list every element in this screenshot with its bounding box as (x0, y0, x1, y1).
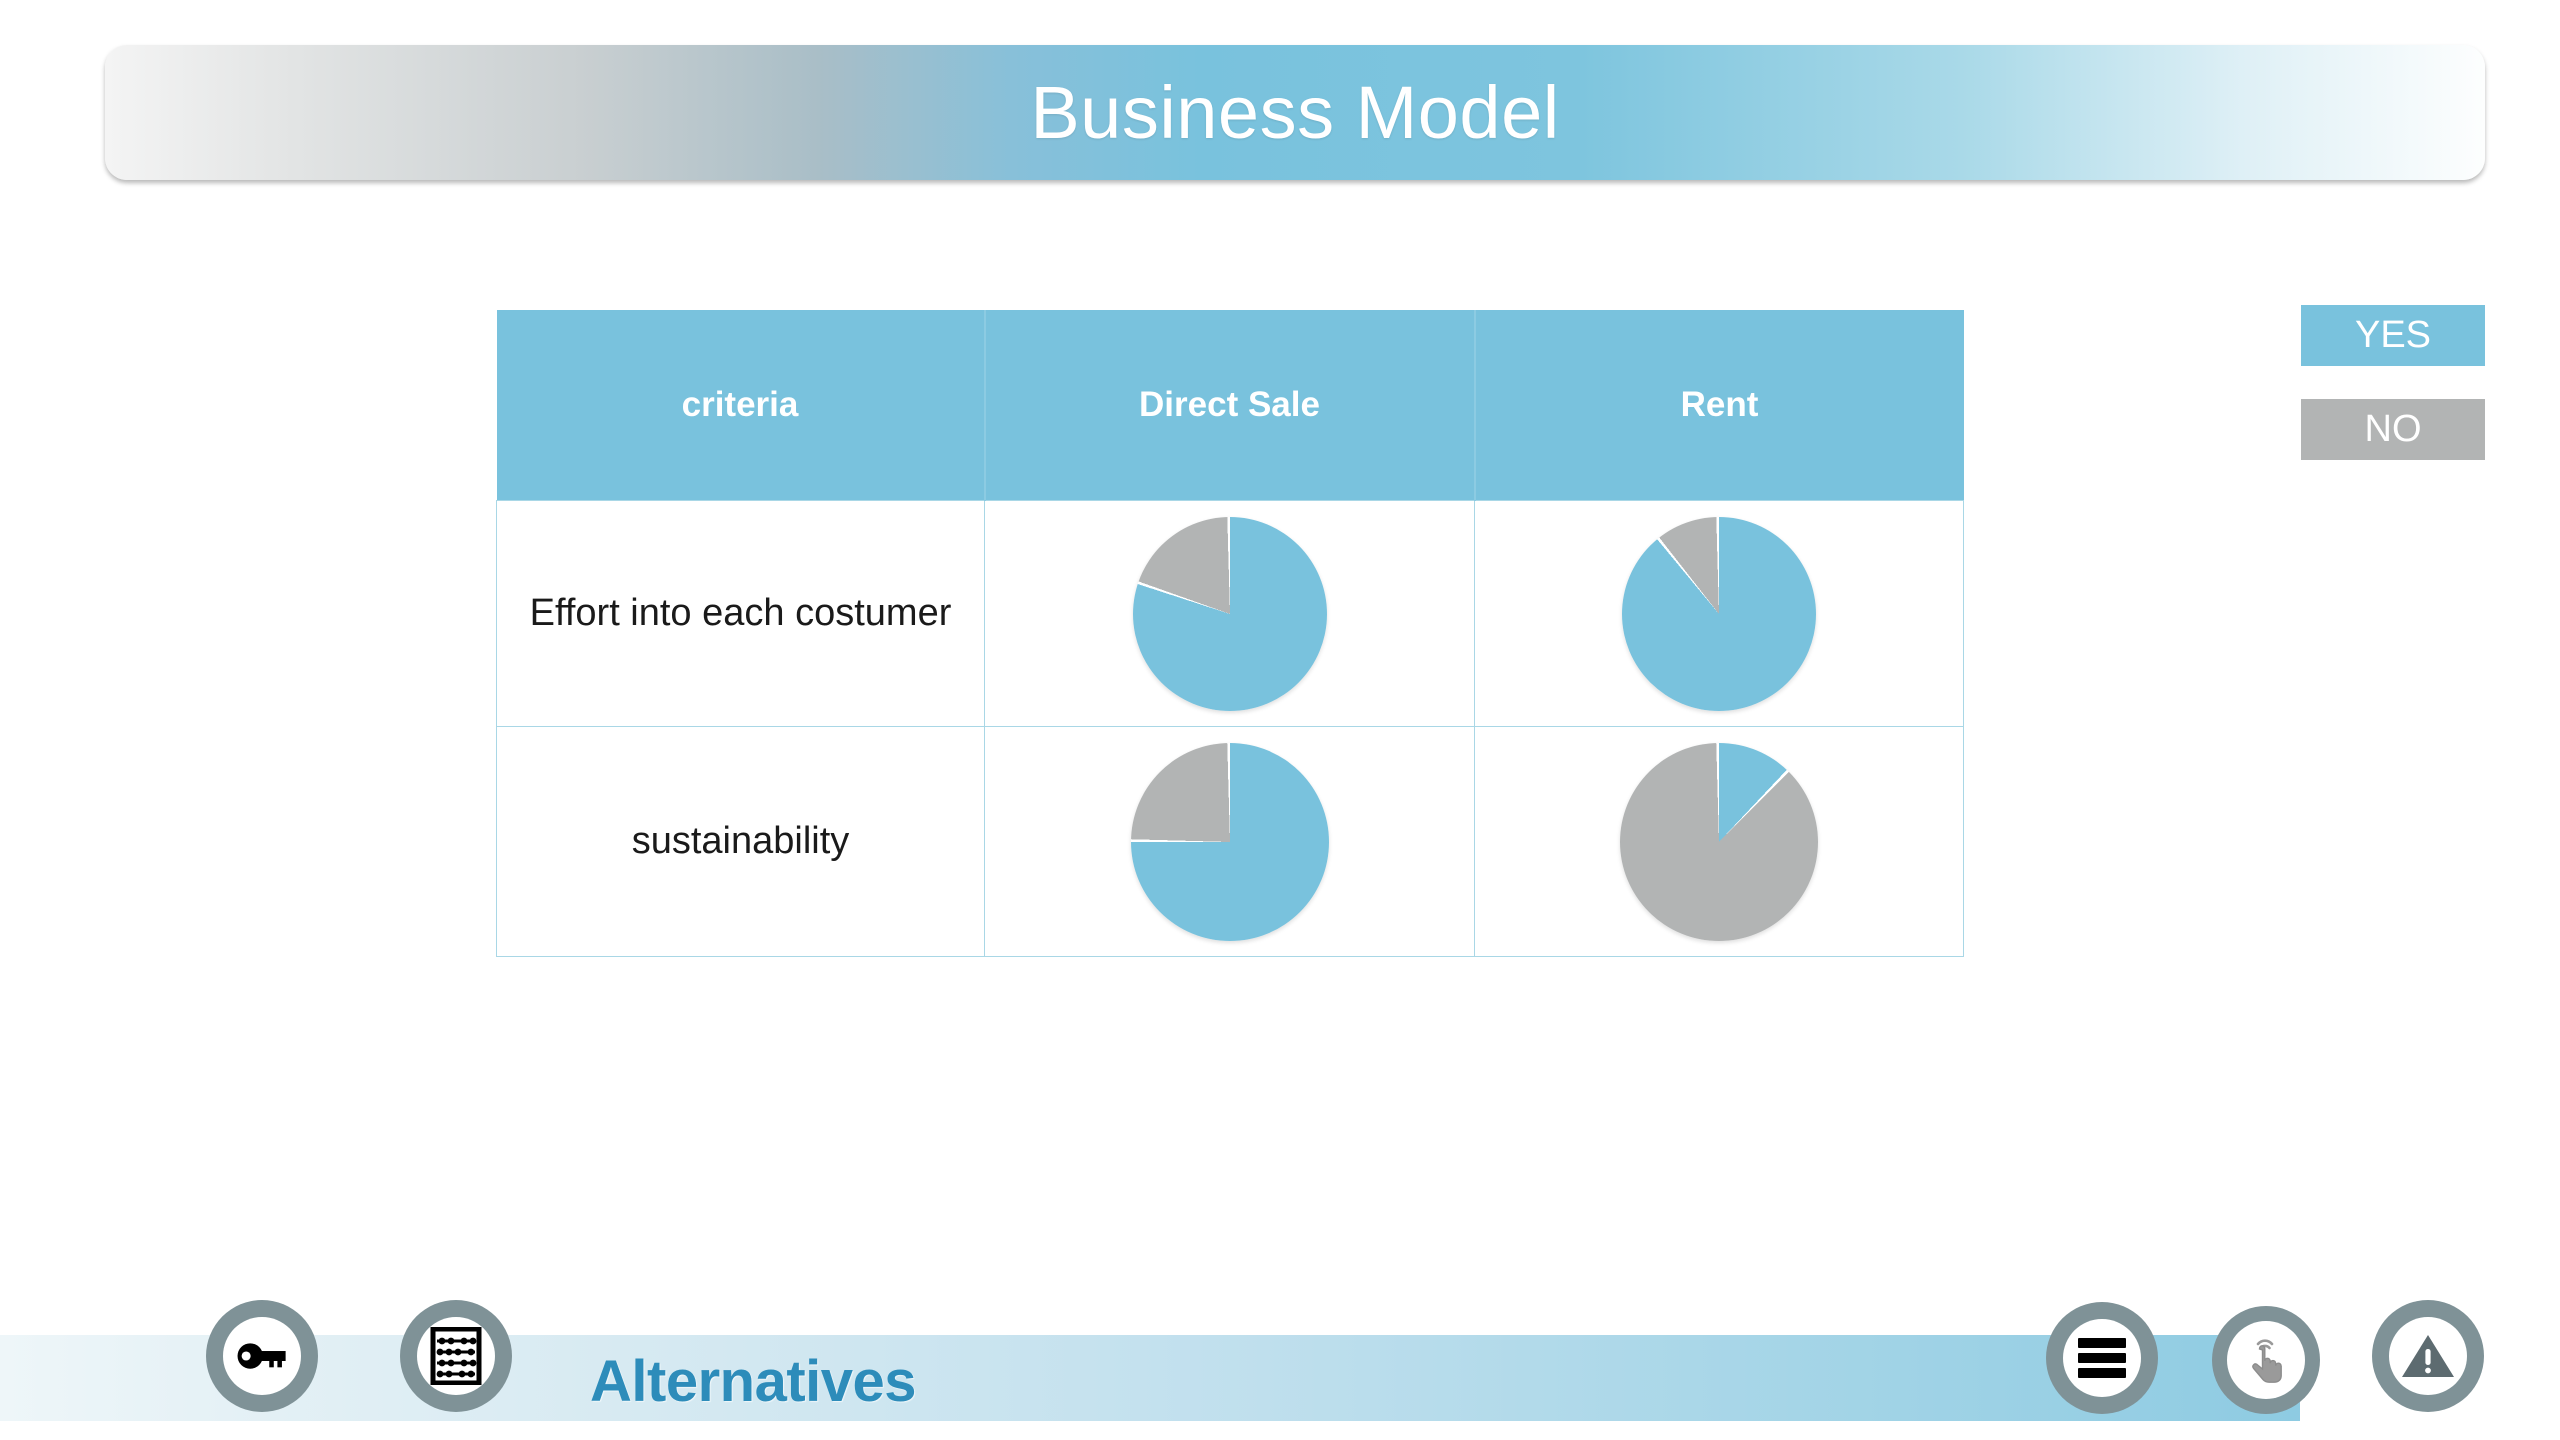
pie-cell-effort-direct-sale (984, 500, 1475, 727)
legend-item-yes: YES (2301, 305, 2485, 366)
tap-hand-icon-button[interactable] (2212, 1306, 2320, 1414)
pie-chart (1620, 742, 1818, 941)
hamburger-menu-icon (2063, 1319, 2141, 1397)
warning-triangle-icon (2389, 1317, 2467, 1395)
pie-chart (1132, 516, 1327, 711)
key-icon (223, 1317, 301, 1395)
criteria-label-effort: Effort into each costumer (496, 500, 985, 727)
pie-chart (1622, 516, 1816, 711)
footer-bar (0, 1335, 2300, 1421)
column-header-rent: Rent (1474, 310, 1964, 501)
table-header-row: criteria Direct Sale Rent (496, 310, 1964, 501)
legend: YES NO (2301, 305, 2485, 493)
pie-chart (1130, 742, 1329, 941)
column-header-criteria: criteria (496, 310, 986, 501)
slide-title-banner: Business Model (105, 45, 2485, 180)
tap-hand-icon (2227, 1321, 2305, 1399)
legend-item-no: NO (2301, 399, 2485, 460)
criteria-label-sustainability: sustainability (496, 726, 985, 957)
table-row: Effort into each costumer (496, 500, 1964, 727)
page-title: Business Model (1030, 71, 1560, 154)
hamburger-menu-icon-button[interactable] (2046, 1302, 2158, 1414)
column-header-direct-sale: Direct Sale (984, 310, 1476, 501)
pie-cell-sustainability-rent (1474, 726, 1964, 957)
pie-cell-sustainability-direct-sale (984, 726, 1475, 957)
criteria-comparison-table: criteria Direct Sale Rent Effort into ea… (496, 310, 1964, 957)
warning-triangle-icon-button[interactable] (2372, 1300, 2484, 1412)
footer-section-label: Alternatives (590, 1349, 917, 1414)
table-row: sustainability (496, 726, 1964, 957)
abacus-icon (417, 1317, 495, 1395)
abacus-icon-button[interactable] (400, 1300, 512, 1412)
key-icon-button[interactable] (206, 1300, 318, 1412)
pie-cell-effort-rent (1474, 500, 1964, 727)
